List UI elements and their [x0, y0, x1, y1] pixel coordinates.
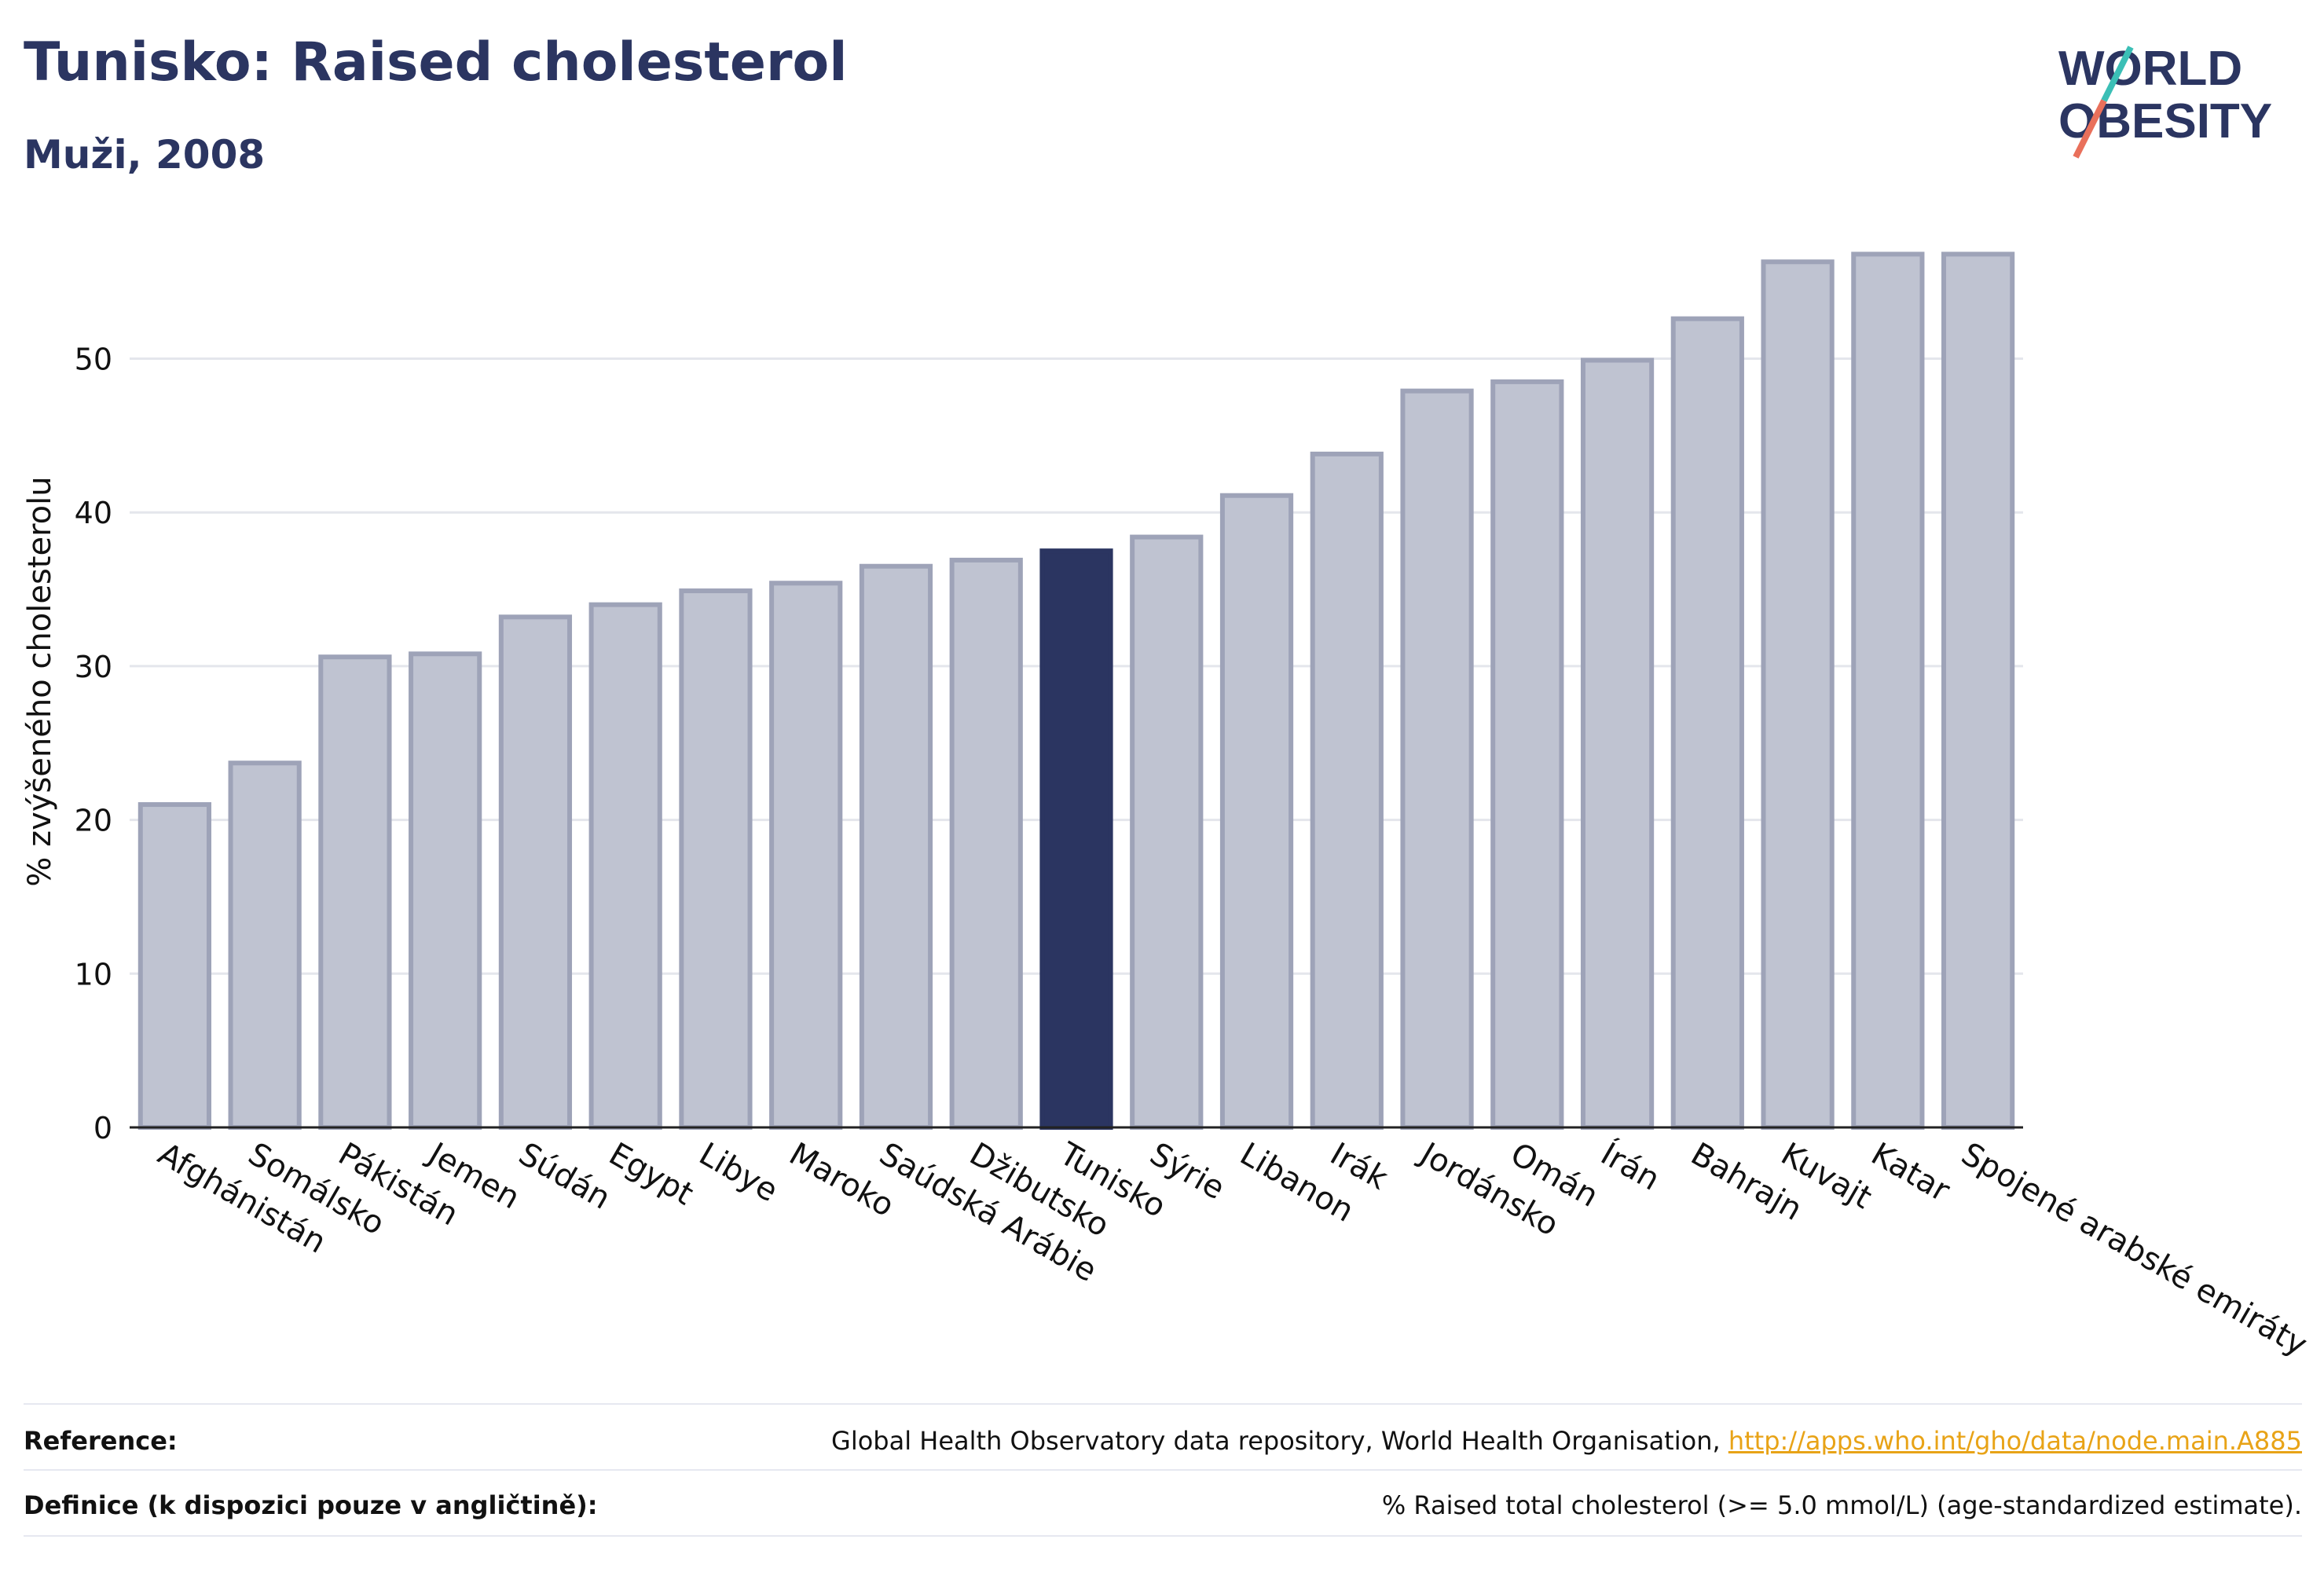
y-tick-label: 0	[93, 1111, 112, 1145]
bar-spojené-arabské-emiráty	[1941, 251, 2015, 1130]
y-tick-label: 30	[75, 650, 112, 684]
x-tick-label: Libye	[693, 1136, 784, 1209]
bar-afghánistán	[137, 802, 211, 1131]
footer-definition-row: Definice (k dispozici pouze v angličtině…	[24, 1474, 2302, 1537]
page-subtitle: Muži, 2008	[24, 132, 266, 178]
bar-džibutsko	[949, 557, 1023, 1130]
bar-kuvajt	[1761, 259, 1835, 1131]
bar-irák	[1310, 451, 1384, 1130]
bar-pákistán	[318, 654, 392, 1130]
logo-line1: WORLD	[2058, 42, 2242, 96]
footer-divider-middle	[24, 1469, 2302, 1471]
x-tick-label: Katar	[1865, 1136, 1956, 1209]
bar-saúdská-arábie	[859, 563, 933, 1130]
definition-label: Definice (k dispozici pouze v angličtině…	[24, 1490, 598, 1520]
logo-slash-teal	[2101, 46, 2134, 102]
bars-layer	[137, 251, 2015, 1131]
bar-írán	[1580, 357, 1655, 1130]
bar-libanon	[1219, 493, 1294, 1130]
bar-katar	[1851, 251, 1925, 1130]
bar-sýrie	[1130, 534, 1204, 1130]
x-tick-label: Spojené arabské emiráty	[1956, 1136, 2314, 1364]
reference-text: Global Health Observatory data repositor…	[831, 1426, 1728, 1456]
x-tick-labels: AfghánistánSomálskoPákistánJemenSúdánEgy…	[152, 1134, 2313, 1363]
reference-link[interactable]: http://apps.who.int/gho/data/node.main.A…	[1728, 1426, 2302, 1456]
bar-jemen	[409, 651, 482, 1130]
bar-bahrajn	[1670, 316, 1744, 1131]
bar-maroko	[769, 581, 843, 1130]
reference-value: Global Health Observatory data repositor…	[831, 1426, 2302, 1456]
x-tick-label: Egypt	[603, 1136, 699, 1213]
y-tick-label: 20	[75, 804, 112, 838]
bar-jordánsko	[1400, 388, 1474, 1130]
x-tick-label: Maroko	[783, 1136, 900, 1224]
footer-divider-top	[24, 1403, 2302, 1405]
bar-somálsko	[228, 761, 302, 1130]
bar-súdán	[498, 614, 573, 1130]
footer-reference-row: Reference: Global Health Observatory dat…	[24, 1409, 2302, 1472]
bar-egypt	[588, 602, 662, 1130]
definition-text: % Raised total cholesterol (>= 5.0 mmol/…	[1381, 1490, 2302, 1520]
bar-omán	[1490, 379, 1564, 1131]
y-tick-label: 50	[75, 343, 112, 377]
logo-slash-coral	[2073, 99, 2107, 159]
y-tick-label: 10	[75, 957, 112, 991]
y-tick-label: 40	[75, 496, 112, 530]
page-title: Tunisko: Raised cholesterol	[24, 31, 848, 93]
x-tick-label: Súdán	[512, 1136, 616, 1217]
bar-chart: AfghánistánSomálskoPákistánJemenSúdánEgy…	[22, 251, 2313, 1363]
y-tick-labels: 0 10 20 30 40 50	[75, 343, 112, 1145]
bar-tunisko	[1039, 548, 1113, 1130]
y-axis-label: % zvýšeného cholesterolu	[22, 476, 58, 886]
x-tick-label: Írán	[1595, 1134, 1667, 1198]
bar-libye	[679, 588, 753, 1130]
reference-label: Reference:	[24, 1426, 178, 1456]
footer-divider-bottom	[24, 1535, 2302, 1537]
world-obesity-logo: WORLD OBESITY	[2043, 31, 2310, 165]
